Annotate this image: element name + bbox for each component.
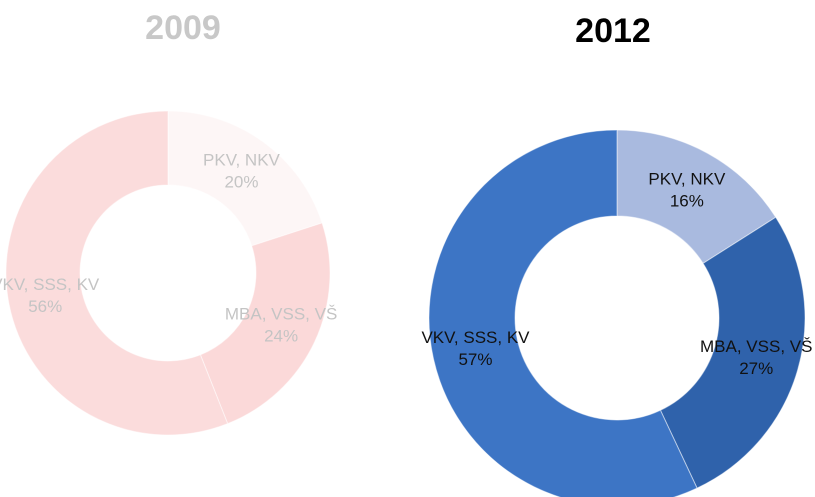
slice-value-label: 56% [28,297,62,316]
slice-value-label: 20% [224,172,258,191]
donut-slice [5,110,229,436]
donut-slice [167,110,323,247]
donut-slice [428,129,698,497]
slice-value-label: 16% [670,191,704,210]
slice-label: MBA, VSS, VŠ [700,337,812,356]
slice-label: VKV, SSS, KV [421,328,530,347]
slice-value-label: 24% [264,327,298,346]
slice-value-label: 27% [739,359,773,378]
donut-slice [659,216,806,489]
slice-label: MBA, VSS, VŠ [225,305,337,324]
slice-label: VKV, SSS, KV [0,275,100,294]
slice-label: PKV, NKV [203,150,281,169]
chart-title: 2009 [145,9,221,47]
slice-value-label: 57% [458,350,492,369]
chart-title: 2012 [575,12,651,50]
slice-label: PKV, NKV [648,169,726,188]
donut-slice [199,222,331,425]
